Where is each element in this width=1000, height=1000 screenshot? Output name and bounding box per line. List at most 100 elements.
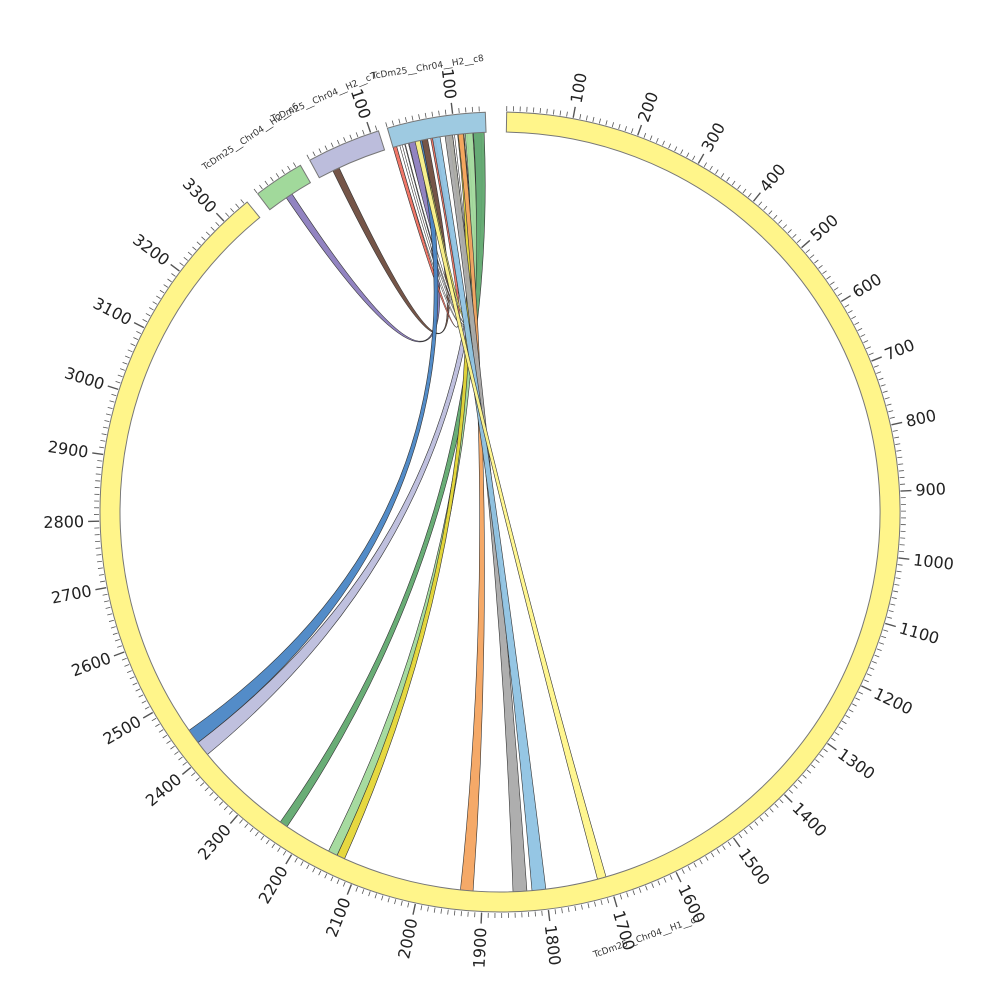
minor-tick [758, 201, 763, 206]
minor-tick [407, 902, 410, 908]
minor-tick [768, 210, 773, 215]
minor-tick [759, 817, 764, 822]
minor-tick [270, 176, 274, 182]
minor-tick [324, 873, 328, 879]
minor-tick [336, 879, 340, 885]
minor-tick [844, 304, 850, 308]
major-tick [229, 814, 239, 824]
major-tick [450, 102, 454, 114]
minor-tick [260, 835, 265, 841]
minor-tick [873, 365, 879, 368]
minor-tick [312, 867, 316, 873]
minor-tick [214, 796, 219, 801]
minor-tick [847, 310, 853, 314]
minor-tick [747, 192, 752, 198]
minor-tick [166, 740, 171, 744]
minor-tick [259, 184, 263, 190]
minor-tick [411, 115, 414, 121]
minor-tick [566, 111, 568, 117]
minor-tick [275, 173, 280, 178]
minor-tick [124, 355, 130, 359]
minor-tick [158, 729, 164, 733]
minor-tick [265, 839, 270, 845]
minor-tick [574, 905, 577, 911]
major-tick [613, 896, 618, 908]
minor-tick [381, 895, 384, 901]
minor-tick [438, 110, 440, 116]
minor-tick [355, 886, 358, 892]
tick-label: 1000 [912, 550, 955, 574]
minor-tick [806, 769, 812, 774]
minor-tick [866, 346, 871, 350]
minor-tick [826, 275, 831, 280]
segment-h2c8 [386, 111, 487, 148]
tick-label: 2400 [142, 770, 185, 811]
minor-tick [624, 126, 627, 132]
minor-tick [201, 236, 206, 241]
minor-tick [834, 732, 840, 736]
major-tick [783, 794, 793, 803]
tick-label: 2700 [50, 581, 94, 607]
ribbon-1 [285, 140, 441, 343]
minor-tick [600, 899, 603, 906]
tick-label: 3100 [90, 294, 135, 330]
minor-tick [692, 155, 696, 161]
major-tick [898, 557, 910, 560]
minor-tick [763, 205, 768, 211]
minor-tick [394, 899, 397, 905]
minor-tick [611, 122, 615, 128]
minor-tick [117, 645, 123, 648]
minor-tick [205, 231, 211, 236]
minor-tick [159, 289, 165, 294]
minor-tick [819, 753, 824, 758]
tick-label: 400 [756, 160, 790, 196]
minor-tick [894, 583, 900, 586]
segment-h1c1 [99, 111, 901, 913]
minor-tick [587, 903, 590, 909]
minor-tick [657, 880, 661, 886]
minor-tick [669, 874, 673, 880]
tick-label: 300 [697, 119, 729, 155]
minor-tick [815, 759, 820, 763]
major-tick [871, 356, 882, 362]
minor-tick [178, 756, 183, 761]
minor-tick [129, 676, 135, 680]
minor-tick [342, 881, 346, 887]
minor-tick [167, 278, 172, 283]
minor-tick [737, 184, 741, 190]
minor-tick [896, 450, 902, 452]
major-tick [547, 909, 551, 922]
major-tick [142, 711, 154, 719]
minor-tick [793, 784, 798, 789]
minor-tick [135, 688, 141, 692]
minor-tick [894, 436, 900, 439]
minor-tick [110, 626, 116, 629]
minor-tick [738, 833, 743, 839]
minor-tick [225, 212, 230, 217]
minor-tick [281, 169, 285, 175]
minor-tick [162, 734, 168, 739]
minor-tick [710, 852, 715, 858]
segment-name-h2c8: TcDm25__Chr04__H2__c8 [370, 54, 485, 82]
minor-tick [567, 907, 570, 913]
minor-tick [651, 883, 654, 888]
minor-tick [811, 764, 816, 769]
minor-tick [117, 374, 123, 378]
minor-tick [282, 850, 287, 856]
minor-tick [645, 885, 648, 891]
minor-tick [837, 292, 843, 297]
minor-tick [152, 301, 158, 305]
minor-tick [851, 703, 857, 707]
tick-label: 1500 [735, 845, 774, 889]
minor-tick [210, 226, 215, 231]
minor-tick [561, 908, 563, 914]
minor-tick [833, 287, 839, 291]
minor-tick [130, 343, 136, 347]
minor-tick [787, 229, 792, 234]
minor-tick [330, 142, 334, 148]
minor-tick [97, 460, 103, 462]
minor-tick [889, 416, 895, 419]
major-tick [861, 685, 872, 692]
minor-tick [343, 137, 346, 143]
